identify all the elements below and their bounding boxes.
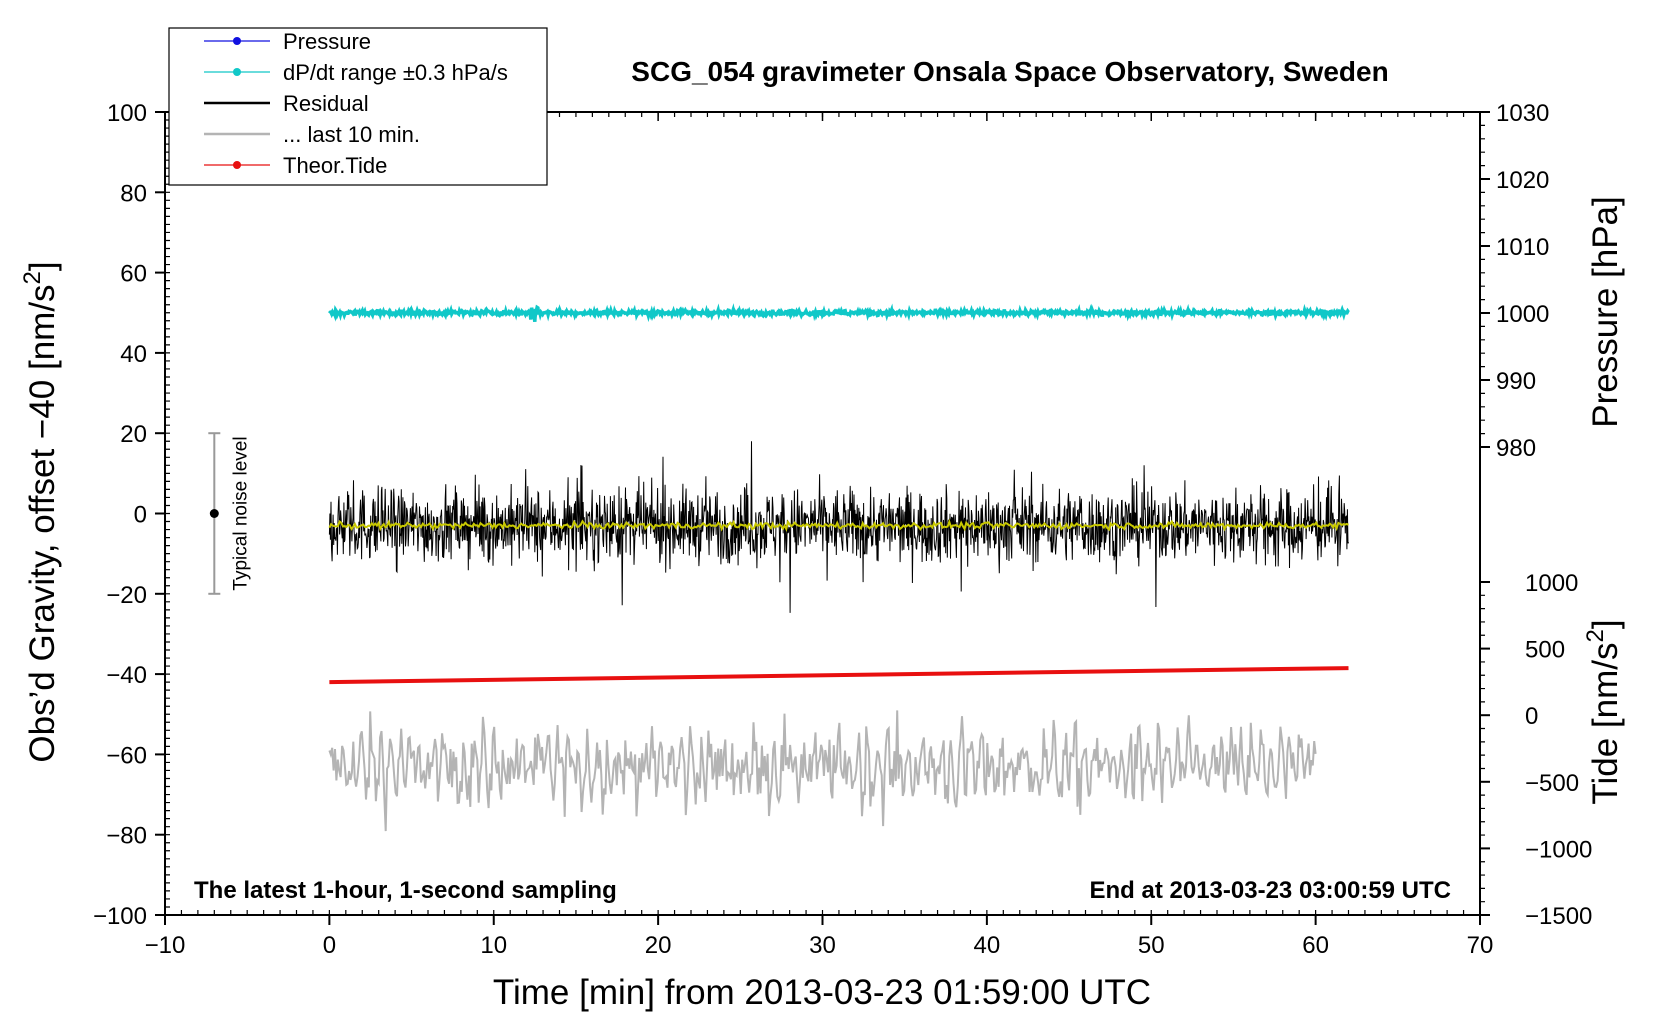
pressure-tick-label: 980 <box>1496 435 1536 462</box>
x-tick-label: 60 <box>1302 932 1329 959</box>
tide-tick-label: −500 <box>1525 770 1579 797</box>
noise-level-indicator: Typical noise level <box>208 432 251 595</box>
y-tick-label: 80 <box>120 180 147 207</box>
x-tick-label: 50 <box>1138 932 1165 959</box>
tide-axis-ticks: 1000 500 0 −500 −1000 −1500 <box>1480 570 1592 930</box>
y-axis-label-left: Obs’d Gravity, offset −40 [nm/s2] <box>19 261 62 762</box>
y-axis-label-pressure: Pressure [hPa] <box>1586 196 1625 428</box>
y-tick-label: −20 <box>106 582 147 609</box>
annotation-right: End at 2013-03-23 03:00:59 UTC <box>1090 877 1452 904</box>
y-axis-ticks-left: 100 80 60 40 20 0 −20 −40 −60 −80 −100 <box>93 100 165 930</box>
legend-label: Pressure <box>283 29 371 54</box>
pressure-tick-label: 1030 <box>1496 100 1549 127</box>
series-residual-smoothed <box>328 518 1349 532</box>
y-axis-label-tide: Tide [nm/s2] <box>1582 619 1625 804</box>
pressure-tick-label: 1000 <box>1496 301 1549 328</box>
legend-label: Theor.Tide <box>283 153 387 178</box>
tide-tick-label: 1000 <box>1525 570 1578 597</box>
y-tick-label: 60 <box>120 261 147 288</box>
y-tick-label: 40 <box>120 341 147 368</box>
x-tick-label: 30 <box>809 932 836 959</box>
legend-label: dP/dt range ±0.3 hPa/s <box>283 60 508 85</box>
y-tick-label: −80 <box>106 823 147 850</box>
pressure-axis-ticks: 1030 1020 1010 1000 990 980 <box>1480 100 1549 462</box>
legend-label: Residual <box>283 91 369 116</box>
y-label-left-main: Obs’d Gravity, offset −40 [nm/s <box>23 284 62 762</box>
tide-label-end: ] <box>1586 619 1625 629</box>
series-residual <box>328 441 1349 613</box>
tide-tick-label: −1500 <box>1525 903 1592 930</box>
legend-marker <box>233 161 241 169</box>
legend-marker <box>233 37 241 45</box>
legend-items: Pressure dP/dt range ±0.3 hPa/s Residual..… <box>204 29 508 178</box>
noise-level-label: Typical noise level <box>230 436 251 590</box>
x-axis-ticks: −10 0 10 20 30 40 50 60 70 <box>145 112 1494 959</box>
y-tick-label: 100 <box>107 100 147 127</box>
legend: Pressure dP/dt range ±0.3 hPa/s Residual..… <box>168 27 548 186</box>
pressure-tick-label: 1020 <box>1496 167 1549 194</box>
x-tick-label: −10 <box>145 932 186 959</box>
tide-tick-label: 500 <box>1525 637 1565 664</box>
pressure-tick-label: 1010 <box>1496 234 1549 261</box>
annotation-left: The latest 1-hour, 1-second sampling <box>194 877 617 904</box>
series-dpdt-range <box>328 303 1350 323</box>
legend-box <box>168 27 548 186</box>
y-label-left-sup: 2 <box>19 271 46 284</box>
x-axis-label: Time [min] from 2013-03-23 01:59:00 UTC <box>493 973 1151 1012</box>
tide-tick-label: −1000 <box>1525 836 1592 863</box>
y-tick-label: −100 <box>93 903 147 930</box>
series-theor-tide <box>329 666 1349 685</box>
series-last-10-min <box>328 710 1317 832</box>
y-label-left-end: ] <box>23 261 62 271</box>
y-tick-label: −40 <box>106 662 147 689</box>
legend-marker <box>233 68 241 76</box>
tide-label-main: Tide [nm/s <box>1586 643 1625 805</box>
chart-title: SCG_054 gravimeter Onsala Space Observat… <box>631 56 1388 87</box>
x-tick-label: 10 <box>480 932 507 959</box>
x-tick-label: 40 <box>974 932 1001 959</box>
tide-tick-label: 0 <box>1525 703 1538 730</box>
noise-bar-dot <box>209 509 219 518</box>
y-tick-label: 20 <box>120 421 147 448</box>
x-tick-label: 70 <box>1467 932 1494 959</box>
legend-label: ... last 10 min. <box>283 122 420 147</box>
pressure-tick-label: 990 <box>1496 368 1536 395</box>
series-layer <box>328 303 1350 832</box>
x-tick-label: 0 <box>323 932 336 959</box>
y-tick-label: 0 <box>134 502 147 529</box>
y-tick-label: −60 <box>106 742 147 769</box>
tide-label-sup: 2 <box>1582 629 1609 642</box>
x-tick-label: 20 <box>645 932 672 959</box>
